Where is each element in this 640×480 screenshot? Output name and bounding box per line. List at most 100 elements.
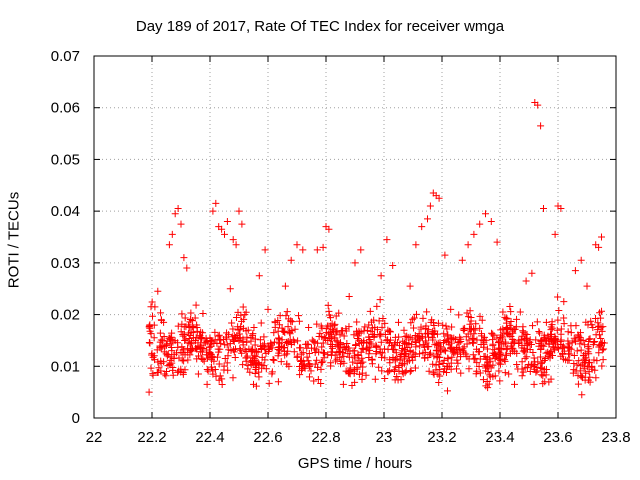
data-point: [315, 348, 323, 356]
data-point: [425, 367, 433, 375]
data-point: [410, 324, 418, 332]
data-point: [553, 338, 561, 346]
data-point: [418, 223, 426, 231]
data-point: [516, 308, 524, 316]
data-point: [536, 353, 544, 361]
data-point: [343, 339, 351, 347]
data-point: [156, 329, 164, 337]
data-point: [570, 360, 578, 368]
data-point: [366, 307, 374, 315]
data-point: [350, 331, 358, 339]
data-point: [279, 344, 287, 352]
data-point: [357, 359, 365, 367]
y-tick-label: 0: [72, 410, 80, 427]
data-point: [488, 329, 496, 337]
data-point: [457, 369, 465, 377]
data-point: [490, 349, 498, 357]
data-point: [383, 236, 391, 244]
data-point: [417, 325, 425, 333]
data-point: [499, 308, 507, 316]
data-point: [501, 357, 509, 365]
data-point: [478, 332, 486, 340]
data-point: [423, 308, 431, 316]
data-point: [599, 356, 607, 364]
data-point: [423, 343, 431, 351]
data-point: [568, 339, 576, 347]
data-point: [487, 217, 495, 225]
data-point: [532, 368, 540, 376]
data-point: [506, 302, 514, 310]
data-point: [166, 356, 174, 364]
data-point: [305, 363, 313, 371]
data-point: [393, 373, 401, 381]
data-point: [444, 355, 452, 363]
data-point: [376, 296, 384, 304]
data-point: [340, 352, 348, 360]
data-point: [358, 354, 366, 362]
x-tick-label: 22: [86, 429, 103, 446]
data-point: [484, 384, 492, 392]
data-point: [332, 357, 340, 365]
data-point: [148, 349, 156, 357]
data-point: [256, 336, 264, 344]
data-point: [426, 351, 434, 359]
data-point: [229, 236, 237, 244]
data-point: [284, 339, 292, 347]
data-point: [345, 353, 353, 361]
x-tick-label: 22.4: [195, 429, 224, 446]
data-point: [483, 353, 491, 361]
data-point: [465, 336, 473, 344]
data-point: [400, 349, 408, 357]
data-point: [384, 326, 392, 334]
data-point: [581, 341, 589, 349]
data-point: [411, 350, 419, 358]
data-point: [197, 341, 205, 349]
data-point: [238, 349, 246, 357]
data-point: [590, 338, 598, 346]
data-point: [484, 358, 492, 366]
data-point: [530, 365, 538, 373]
x-tick-label: 22.2: [137, 429, 166, 446]
data-point: [436, 372, 444, 380]
data-point: [225, 346, 233, 354]
data-point: [266, 342, 274, 350]
data-point: [439, 321, 447, 329]
data-point: [287, 256, 295, 264]
data-point: [211, 328, 219, 336]
data-point: [395, 364, 403, 372]
data-point: [250, 380, 257, 388]
data-point: [274, 346, 282, 354]
data-point: [469, 334, 477, 342]
data-point: [362, 371, 370, 379]
data-point: [449, 349, 457, 357]
data-point: [517, 336, 525, 344]
data-point: [316, 329, 324, 337]
data-point: [262, 365, 270, 373]
data-point: [193, 327, 201, 335]
data-point: [358, 344, 366, 352]
data-point: [215, 348, 223, 356]
data-point: [554, 293, 562, 301]
data-point: [421, 354, 429, 362]
data-point: [391, 346, 399, 354]
data-point: [580, 355, 588, 363]
data-point: [293, 352, 301, 360]
data-point: [527, 340, 535, 348]
data-point: [554, 316, 562, 324]
data-point: [476, 312, 484, 320]
data-point: [363, 339, 371, 347]
data-point: [591, 337, 599, 345]
data-point: [171, 210, 179, 218]
data-point: [165, 241, 173, 249]
data-point: [482, 364, 490, 372]
data-point: [283, 308, 291, 316]
data-point: [448, 353, 456, 361]
data-point: [407, 319, 415, 327]
data-point: [181, 314, 189, 322]
data-point: [509, 329, 517, 337]
data-point: [369, 331, 377, 339]
data-point: [270, 338, 278, 346]
data-point: [540, 356, 548, 364]
data-point: [533, 318, 541, 326]
